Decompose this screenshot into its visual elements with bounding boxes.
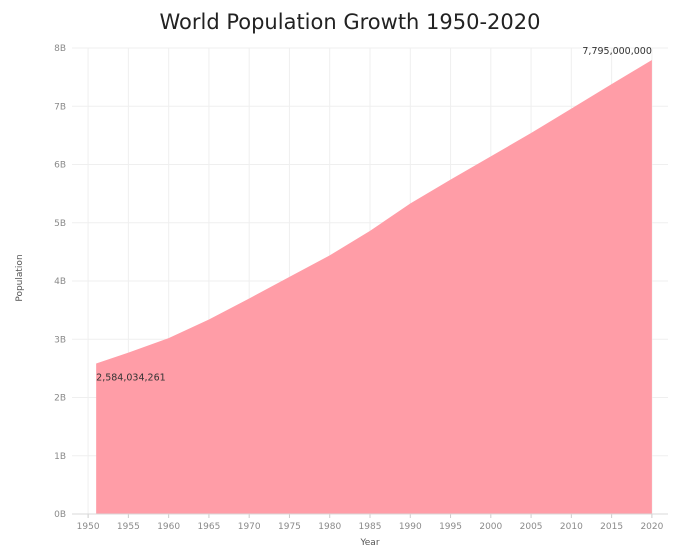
data-label: 7,795,000,000 xyxy=(582,46,652,57)
x-tick-label: 1955 xyxy=(117,522,140,532)
x-axis-label: Year xyxy=(359,538,379,548)
y-axis-label: Population xyxy=(15,254,25,301)
x-tick-label: 1990 xyxy=(399,522,422,532)
x-tick-label: 2010 xyxy=(560,522,583,532)
y-tick-label: 4B xyxy=(54,277,66,287)
y-tick-label: 1B xyxy=(54,452,66,462)
x-tick-label: 1950 xyxy=(77,522,100,532)
x-tick-label: 1985 xyxy=(359,522,382,532)
x-tick-label: 2015 xyxy=(600,522,623,532)
x-tick-label: 2005 xyxy=(520,522,543,532)
area-series xyxy=(96,59,652,514)
y-tick-label: 5B xyxy=(54,219,66,229)
x-tick-label: 1995 xyxy=(439,522,462,532)
x-tick-label: 1975 xyxy=(278,522,301,532)
y-tick-label: 0B xyxy=(54,510,66,520)
x-tick-label: 1965 xyxy=(197,522,220,532)
y-tick-label: 8B xyxy=(54,44,66,54)
axes: 0B 1B 2B 3B 4B 5B 6B 7B 8B 1950 1955 1960 1965 1970 19… xyxy=(54,44,668,532)
y-tick-label: 6B xyxy=(54,161,66,171)
y-tick-label: 2B xyxy=(54,394,66,404)
x-tick-label: 1970 xyxy=(238,522,261,532)
x-tick-label: 2020 xyxy=(640,522,663,532)
data-label: 2,584,034,261 xyxy=(96,372,166,383)
y-tick-label: 3B xyxy=(54,335,66,345)
population-area xyxy=(96,59,652,514)
chart-title: World Population Growth 1950-2020 xyxy=(159,10,541,34)
x-tick-label: 1960 xyxy=(157,522,180,532)
y-tick-label: 7B xyxy=(54,102,66,112)
x-tick-label: 1980 xyxy=(318,522,341,532)
annotations: 2,584,034,261 7,795,000,000 xyxy=(96,46,652,384)
x-tick-label: 2000 xyxy=(479,522,502,532)
